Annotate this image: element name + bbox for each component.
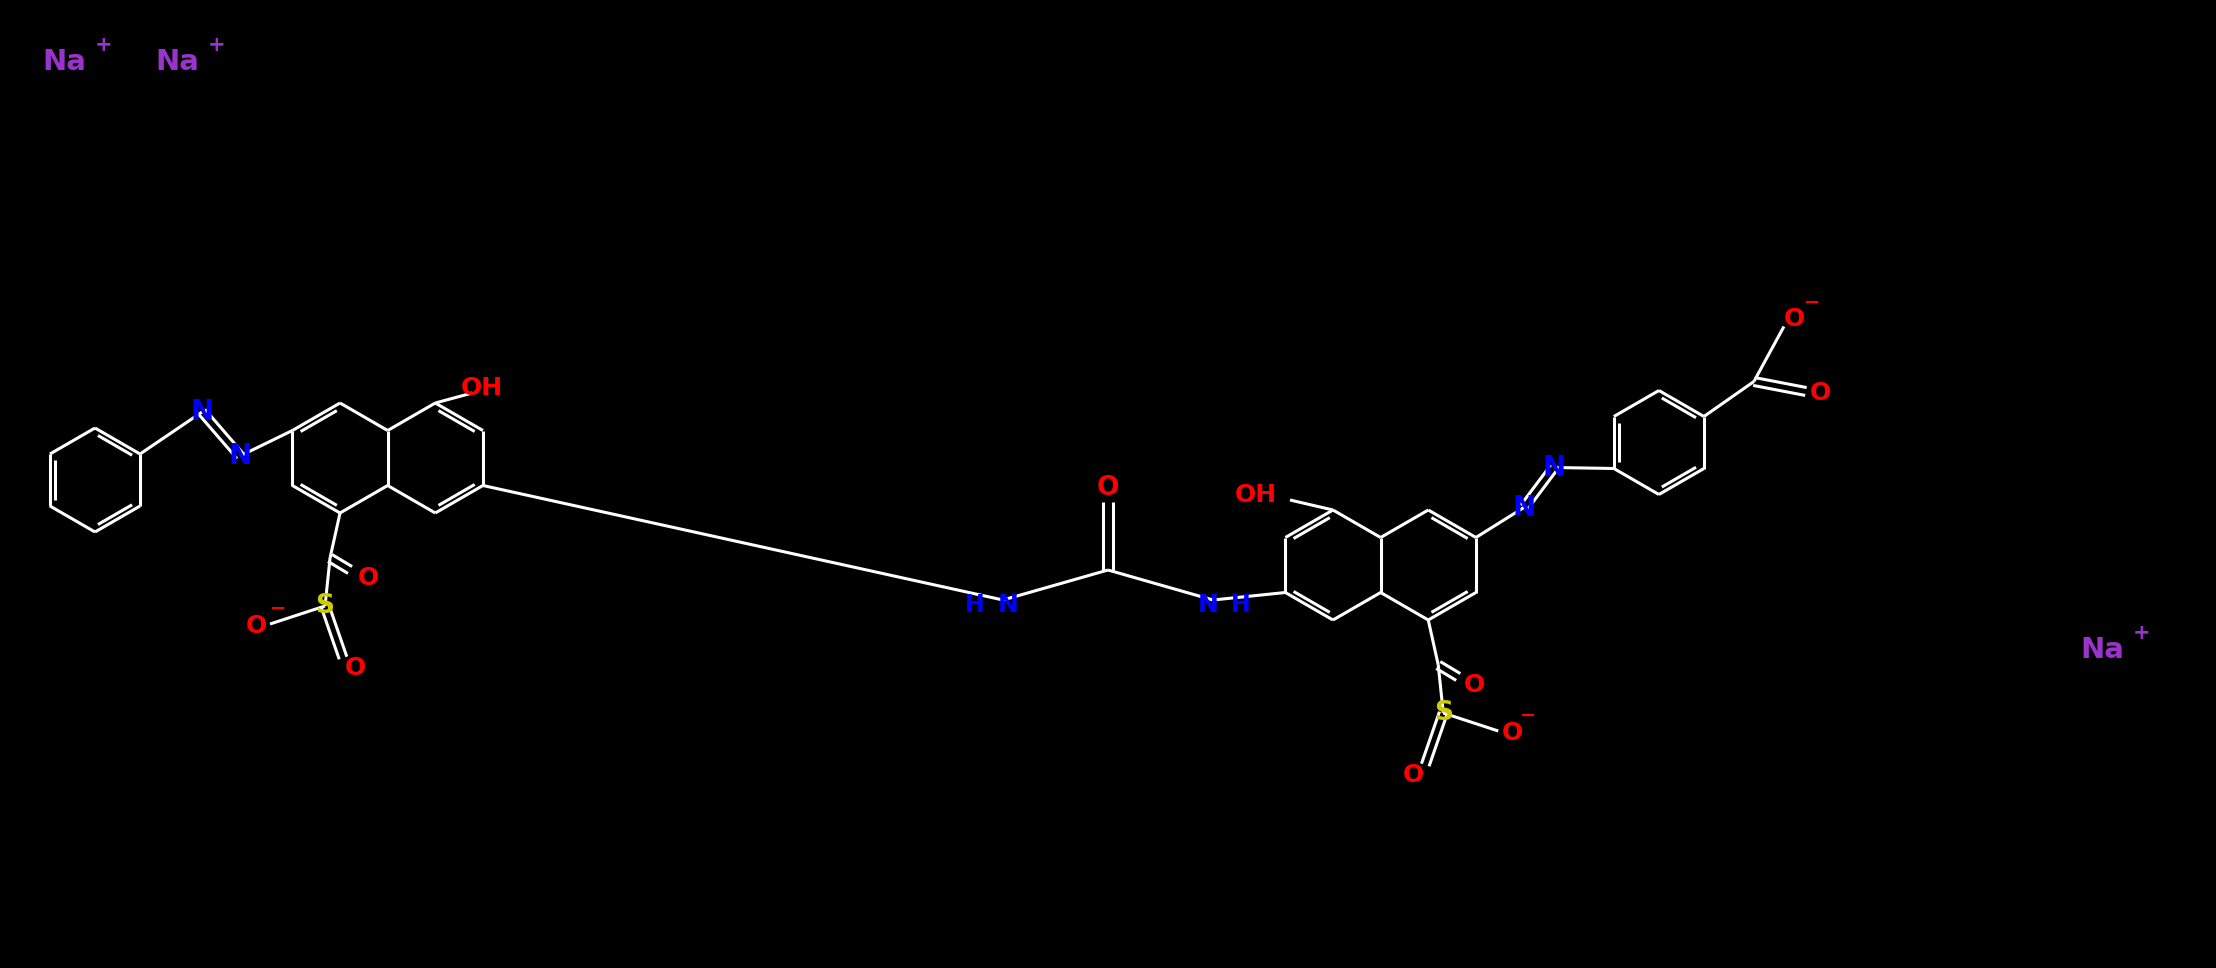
- Text: S: S: [1434, 700, 1454, 726]
- Text: S: S: [315, 593, 335, 619]
- Text: Na: Na: [2081, 636, 2123, 664]
- Text: H: H: [966, 593, 984, 617]
- Text: O: O: [1463, 673, 1485, 697]
- Text: H: H: [1232, 593, 1250, 617]
- Text: N: N: [228, 442, 253, 470]
- Text: Na: Na: [42, 48, 86, 76]
- Text: +: +: [95, 35, 113, 55]
- Text: O: O: [1808, 381, 1830, 406]
- Text: −: −: [1520, 706, 1536, 724]
- Text: −: −: [270, 598, 286, 618]
- Text: −: −: [1804, 293, 1819, 312]
- Text: O: O: [246, 614, 266, 638]
- Text: O: O: [357, 566, 379, 590]
- Text: +: +: [2134, 623, 2150, 643]
- Text: N: N: [191, 398, 213, 426]
- Text: N: N: [1197, 593, 1219, 617]
- Text: N: N: [997, 593, 1019, 617]
- Text: O: O: [1502, 721, 1522, 745]
- Text: O: O: [343, 656, 366, 680]
- Text: N: N: [1511, 494, 1536, 522]
- Text: N: N: [1542, 453, 1564, 481]
- Text: Na: Na: [155, 48, 199, 76]
- Text: O: O: [1403, 763, 1425, 787]
- Text: O: O: [1097, 475, 1119, 501]
- Text: OH: OH: [1234, 483, 1276, 507]
- Text: +: +: [208, 35, 226, 55]
- Text: OH: OH: [461, 376, 503, 400]
- Text: O: O: [1784, 307, 1804, 330]
